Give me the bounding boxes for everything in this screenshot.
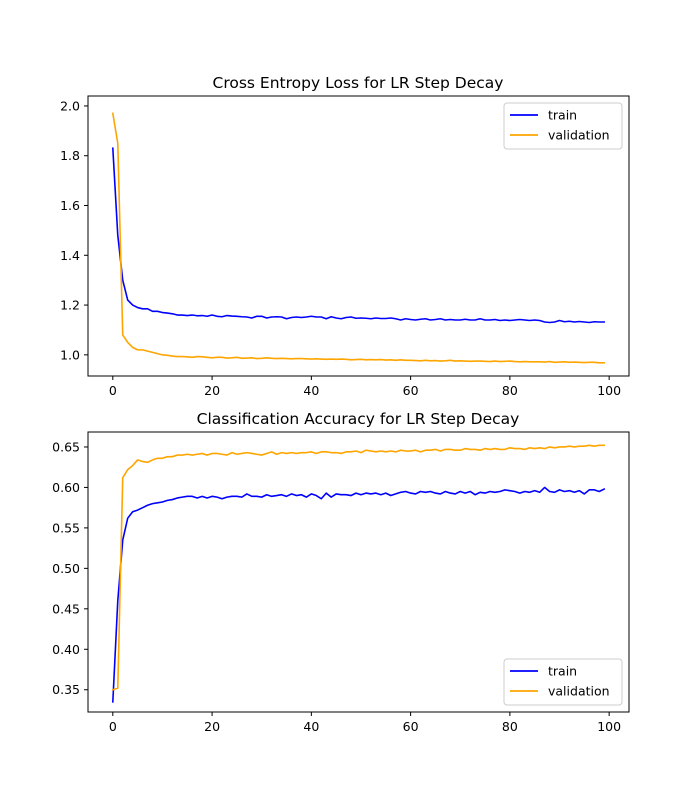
accuracy-xtick-label: 60 (403, 719, 419, 734)
loss-plot-marks: 0 20 40 60 80 100 1.0 1.2 1.4 1.6 1.8 2.0 (60, 98, 621, 398)
loss-xtick-label: 60 (403, 383, 419, 398)
loss-xtick-label: 80 (502, 383, 518, 398)
accuracy-ytick-label: 0.45 (52, 601, 80, 616)
accuracy-ytick-label: 0.60 (52, 480, 80, 495)
loss-legend: train validation (503, 102, 623, 150)
accuracy-xtick-label: 100 (597, 719, 621, 734)
accuracy-chart: Classification Accuracy for LR Step Deca… (52, 410, 630, 734)
loss-ytick-label: 1.2 (60, 298, 80, 313)
loss-series-train-line (111, 147, 605, 324)
accuracy-plot-frame (87, 431, 630, 713)
loss-series-validation-line (111, 112, 605, 364)
accuracy-ytick-label: 0.65 (52, 439, 80, 454)
loss-ytick-label: 2.0 (60, 98, 80, 113)
loss-ytick-label: 1.0 (60, 347, 80, 362)
loss-plot-frame (87, 95, 630, 377)
accuracy-ytick-label: 0.50 (52, 561, 80, 576)
accuracy-ytick-label: 0.40 (52, 642, 80, 657)
accuracy-legend-validation-label: validation (548, 684, 610, 699)
loss-chart-title: Cross Entropy Loss for LR Step Decay (213, 74, 504, 92)
accuracy-xtick-label: 20 (204, 719, 220, 734)
loss-xtick-label: 0 (109, 383, 117, 398)
accuracy-chart-title: Classification Accuracy for LR Step Deca… (197, 410, 520, 428)
accuracy-ytick-label: 0.55 (52, 520, 80, 535)
loss-legend-train-label: train (548, 108, 577, 123)
loss-xtick-label: 100 (597, 383, 621, 398)
accuracy-plot-marks: 0 20 40 60 80 100 0.35 0.40 0.45 0.50 0.55 0.60 0.65 (52, 439, 621, 734)
accuracy-xtick-label: 80 (502, 719, 518, 734)
loss-ytick-label: 1.8 (60, 148, 80, 163)
accuracy-xtick-label: 0 (109, 719, 117, 734)
accuracy-series-validation-line (111, 444, 605, 691)
accuracy-xtick-label: 40 (303, 719, 319, 734)
loss-ytick-label: 1.4 (60, 248, 80, 263)
loss-ytick-label: 1.6 (60, 198, 80, 213)
loss-legend-validation-label: validation (548, 128, 610, 143)
accuracy-legend: train validation (503, 658, 623, 706)
accuracy-ytick-label: 0.35 (52, 682, 80, 697)
loss-chart: Cross Entropy Loss for LR Step Decay 0 20… (60, 74, 630, 398)
loss-xtick-label: 40 (303, 383, 319, 398)
accuracy-series-train-line (111, 486, 606, 703)
accuracy-legend-train-label: train (548, 664, 577, 679)
loss-xtick-label: 20 (204, 383, 220, 398)
